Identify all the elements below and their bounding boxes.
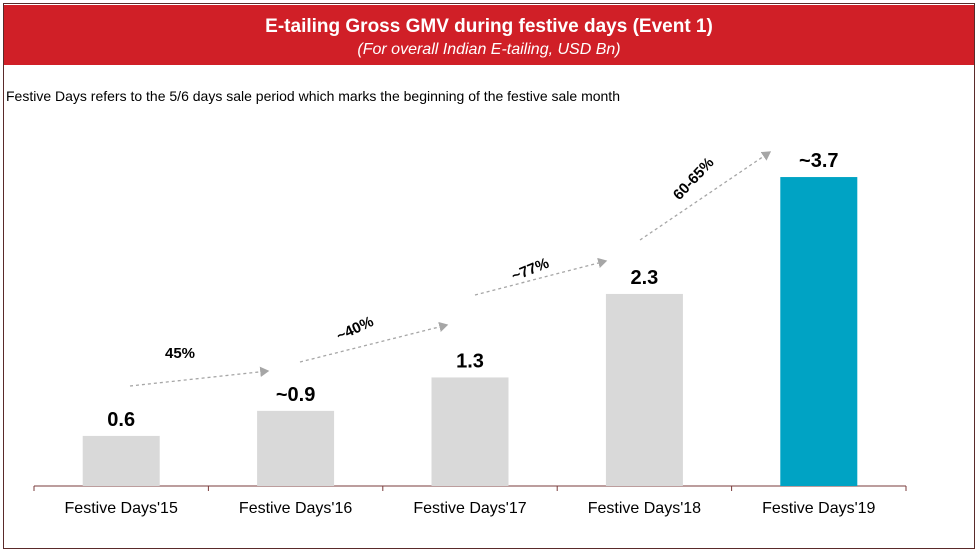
growth-arrow: [639, 151, 772, 241]
bar: [82, 435, 160, 486]
growth-label: ~40%: [334, 313, 376, 345]
growth-arrow: [129, 366, 270, 387]
x-tick-label: Festive Days'15: [65, 500, 178, 517]
data-label: 2.3: [630, 267, 658, 289]
data-label: 0.6: [107, 409, 135, 431]
bar: [431, 377, 509, 486]
chart-note: Festive Days refers to the 5/6 days sale…: [6, 88, 620, 104]
growth-label: 60-65%: [670, 154, 718, 203]
x-tick-label: Festive Days'16: [239, 500, 352, 517]
growth-label: ~77%: [509, 255, 551, 285]
chart-subtitle: (For overall Indian E-tailing, USD Bn): [357, 41, 621, 58]
growth-label: 45%: [165, 345, 195, 362]
data-label: ~3.7: [799, 150, 838, 172]
x-tick-label: Festive Days'17: [413, 500, 526, 517]
bar: [780, 177, 858, 487]
data-label: 1.3: [456, 350, 484, 372]
x-tick-label: Festive Days'19: [762, 500, 875, 517]
chart-frame: [3, 3, 975, 549]
data-label: ~0.9: [276, 384, 315, 406]
chart-title: E-tailing Gross GMV during festive days …: [265, 16, 713, 37]
growth-arrow: [474, 257, 608, 296]
chart-header: E-tailing Gross GMV during festive days …: [4, 5, 974, 65]
growth-arrow: [299, 321, 449, 363]
bar: [257, 410, 335, 486]
x-tick-label: Festive Days'18: [588, 500, 701, 517]
bar: [605, 293, 683, 486]
